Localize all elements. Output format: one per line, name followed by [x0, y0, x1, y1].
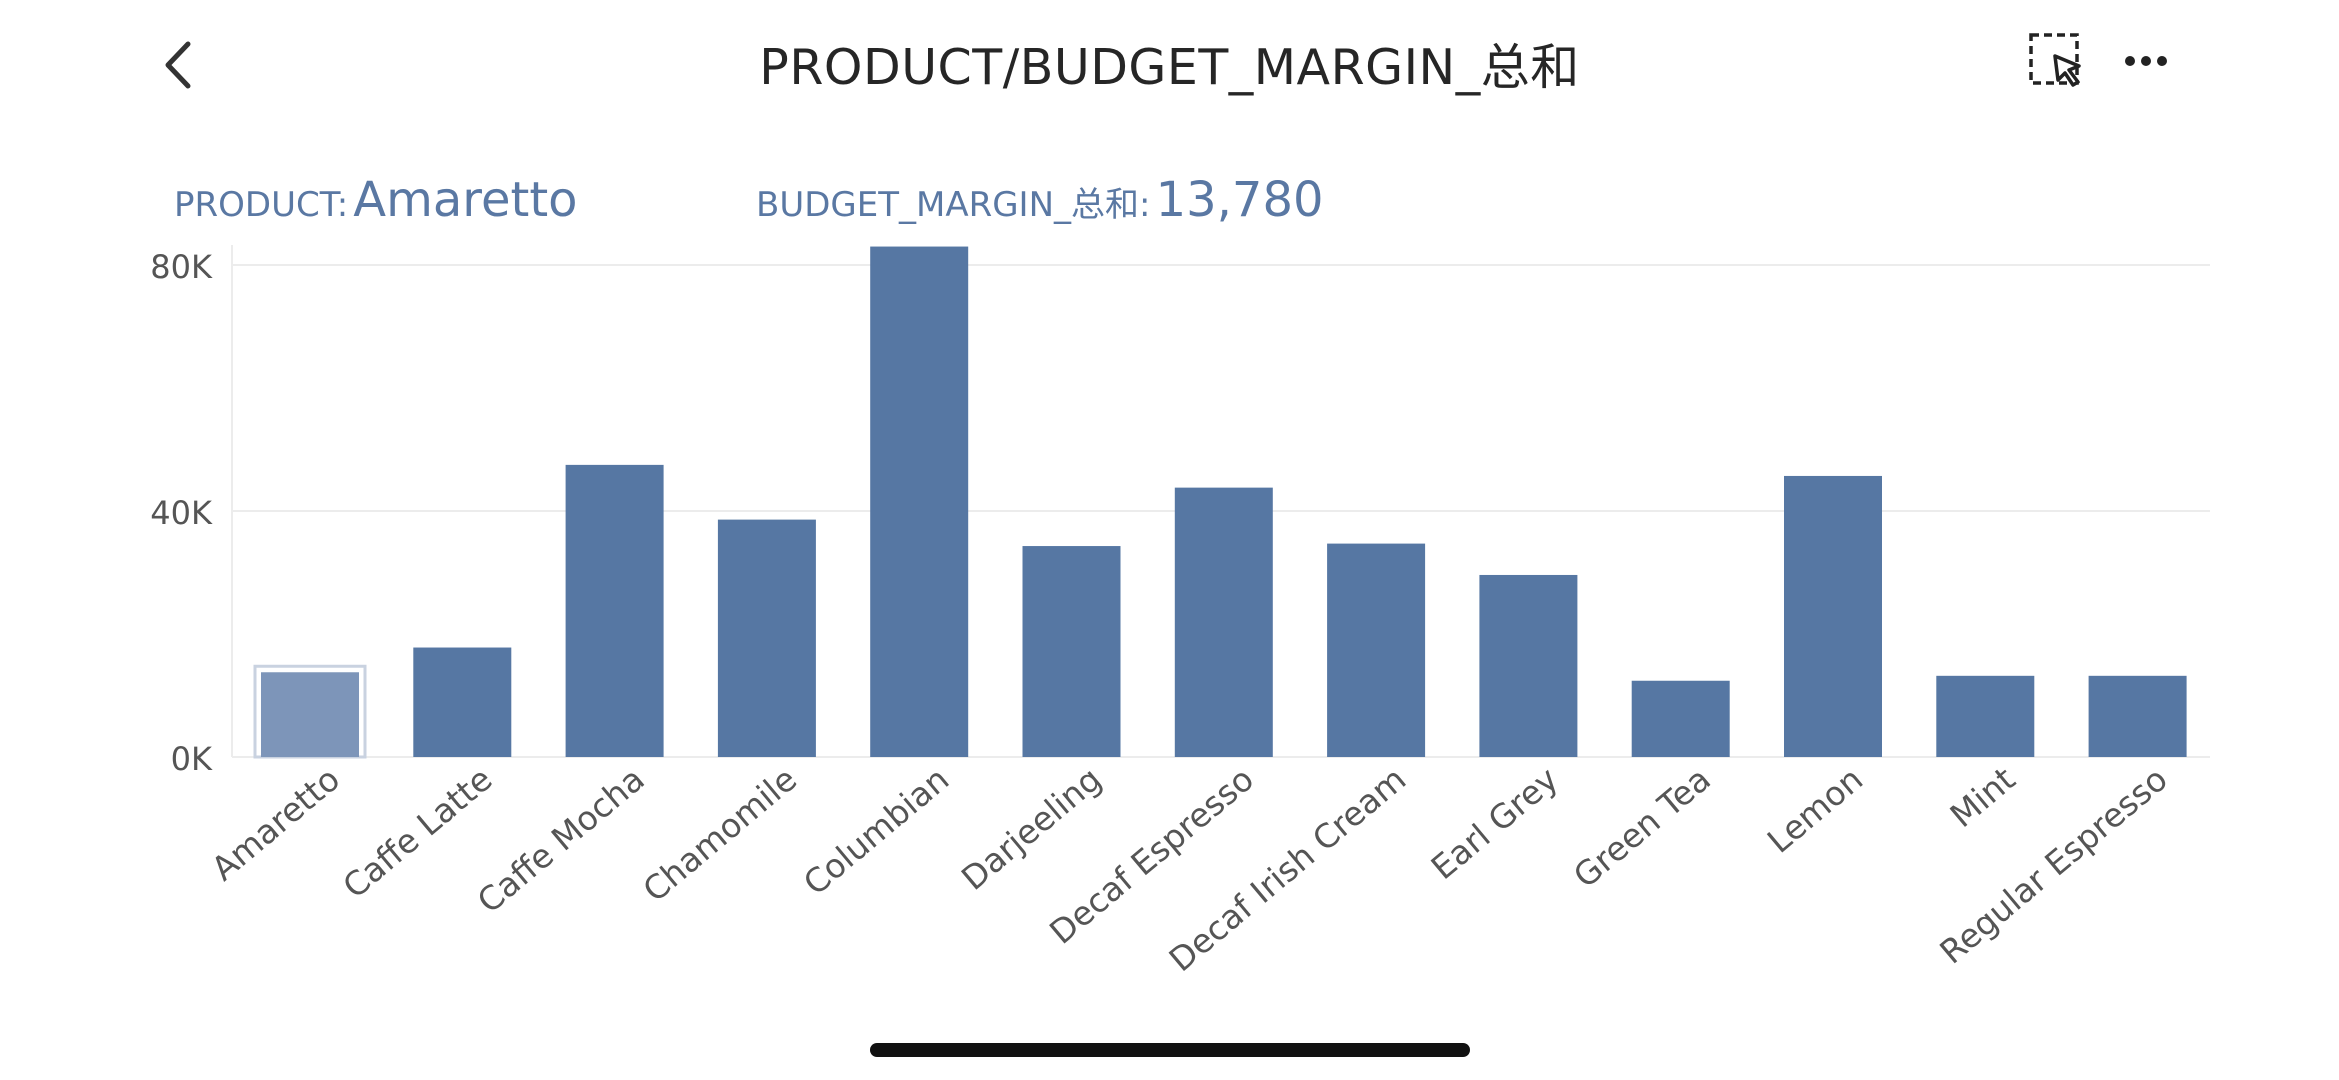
- x-tick-label: Caffe Mocha: [470, 759, 652, 920]
- bar-decaf-irish-cream[interactable]: [1327, 543, 1426, 757]
- bar-green-tea[interactable]: [1631, 680, 1730, 757]
- page-title: PRODUCT/BUDGET_MARGIN_总和: [759, 39, 1580, 96]
- bar-chamomile[interactable]: [717, 519, 816, 757]
- bar-mint[interactable]: [1936, 675, 2035, 757]
- x-tick-label: Darjeeling: [954, 759, 1109, 898]
- tooltip-measure-value: 13,780: [1155, 172, 1324, 228]
- bar-regular-espresso[interactable]: [2088, 675, 2187, 757]
- y-tick-label: 80K: [150, 248, 213, 286]
- header-bar: PRODUCT/BUDGET_MARGIN_总和: [0, 0, 2339, 130]
- bars-layer: [253, 246, 2187, 759]
- x-tick-label: Mint: [1943, 759, 2023, 835]
- x-tick-label: Amaretto: [204, 759, 347, 888]
- x-tick-label: Chamomile: [635, 759, 804, 909]
- y-tick-label: 40K: [150, 494, 213, 532]
- chevron-left-icon: [165, 41, 191, 89]
- y-tick-label: 0K: [171, 740, 213, 778]
- bar-amaretto[interactable]: [261, 672, 359, 757]
- x-tick-label: Lemon: [1760, 759, 1870, 860]
- x-tick-label: Caffe Latte: [335, 759, 499, 906]
- bar-caffe-mocha[interactable]: [565, 464, 664, 757]
- x-tick-label: Green Tea: [1566, 759, 1718, 895]
- tooltip-product-value: Amaretto: [353, 172, 578, 228]
- tooltip-product-label: PRODUCT:: [174, 185, 349, 225]
- tooltip-measure: BUDGET_MARGIN_总和: 13,780: [756, 172, 1324, 228]
- back-button[interactable]: [150, 30, 210, 100]
- bar-earl-grey[interactable]: [1479, 574, 1578, 757]
- select-mode-button[interactable]: [2028, 32, 2090, 94]
- x-tick-label: Earl Grey: [1424, 759, 1566, 887]
- bar-darjeeling[interactable]: [1022, 546, 1121, 757]
- dashed-select-cursor-icon: [2029, 33, 2081, 87]
- home-indicator: [870, 1043, 1470, 1057]
- bar-columbian[interactable]: [870, 246, 969, 758]
- more-horizontal-icon: [2125, 56, 2167, 66]
- x-tick-label: Columbian: [796, 759, 956, 902]
- tooltip-product: PRODUCT: Amaretto: [174, 172, 578, 228]
- bar-caffe-latte[interactable]: [413, 647, 512, 757]
- tooltip-measure-label: BUDGET_MARGIN_总和:: [756, 185, 1151, 225]
- more-options-button[interactable]: [2120, 36, 2176, 86]
- y-axis: 0K 40K 80K: [150, 248, 213, 778]
- selection-tooltip: PRODUCT: Amaretto BUDGET_MARGIN_总和: 13,7…: [174, 172, 1974, 242]
- bar-lemon[interactable]: [1784, 475, 1882, 757]
- bar-decaf-espresso[interactable]: [1174, 487, 1273, 757]
